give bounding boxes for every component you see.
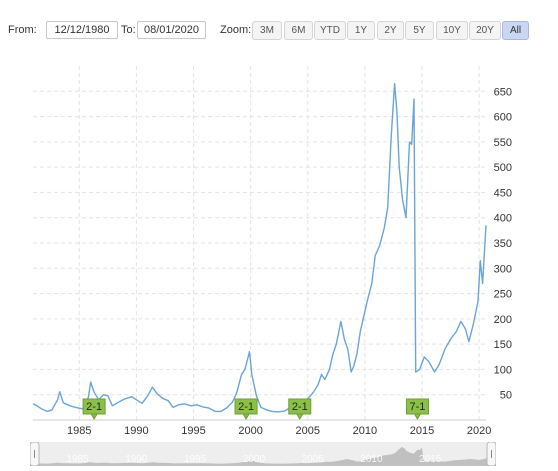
y-tick-label: 250 — [494, 289, 512, 301]
range-navigator[interactable]: 1985 1990 1995 2000 2005 2010 2015 — [30, 442, 496, 466]
y-tick-label: 450 — [494, 187, 512, 199]
zoom-button-20y[interactable]: 20Y — [469, 21, 501, 40]
split-flag-pointer — [413, 413, 422, 420]
zoom-label: Zoom: — [220, 24, 252, 36]
y-tick-label: 150 — [494, 339, 512, 351]
x-tick-label: 2000 — [238, 425, 262, 437]
from-label: From: — [8, 24, 37, 36]
split-flag-pointer — [295, 413, 304, 420]
zoom-button-5y[interactable]: 5Y — [405, 21, 434, 40]
navigator-year-label: 1990 — [125, 454, 148, 465]
split-flag[interactable]: 2-1 — [82, 398, 106, 420]
split-flag-label: 7-1 — [409, 401, 425, 413]
range-toolbar: From: 12/12/1980 To: 08/01/2020 Zoom: 3M… — [0, 0, 558, 44]
y-tick-label: 300 — [494, 263, 512, 275]
navigator-year-label: 2005 — [302, 454, 325, 465]
y-tick-label: 200 — [494, 314, 512, 326]
y-tick-label: 550 — [494, 137, 512, 149]
navigator-area — [30, 446, 496, 466]
x-tick-label: 2015 — [410, 425, 434, 437]
split-flag[interactable]: 2-1 — [288, 398, 312, 420]
navigator-year-labels: 1985 1990 1995 2000 2005 2010 2015 — [66, 454, 441, 465]
to-date-input[interactable]: 08/01/2020 — [137, 21, 206, 39]
y-tick-label: 400 — [494, 213, 512, 225]
navigator-year-label: 1995 — [184, 454, 207, 465]
zoom-button-1y[interactable]: 1Y — [347, 21, 375, 40]
y-tick-label: 50 — [500, 390, 512, 402]
to-label: To: — [121, 24, 136, 36]
split-flag-label: 2-1 — [86, 401, 102, 413]
y-tick-label: 650 — [494, 86, 512, 98]
x-tick-label: 2010 — [353, 425, 377, 437]
x-tick-label: 1985 — [67, 425, 91, 437]
split-flag-label: 2-1 — [238, 401, 254, 413]
grid-layer — [33, 66, 486, 420]
zoom-button-ytd[interactable]: YTD — [314, 21, 346, 40]
x-tick-label: 2005 — [296, 425, 320, 437]
y-tick-label: 600 — [494, 112, 512, 124]
navigator-series — [30, 446, 496, 466]
x-tick-label: 1995 — [181, 425, 205, 437]
price-series-line[interactable] — [32, 83, 487, 413]
split-flag-layer: 2-1 2-1 2-1 7-1 — [82, 398, 429, 420]
from-date-input[interactable]: 12/12/1980 — [46, 21, 118, 39]
zoom-button-3m[interactable]: 3M — [252, 21, 282, 40]
split-flag[interactable]: 2-1 — [234, 398, 258, 420]
split-flag-pointer — [90, 413, 99, 420]
zoom-button-10y[interactable]: 10Y — [436, 21, 468, 40]
x-tick-label: 1990 — [124, 425, 148, 437]
zoom-button-2y[interactable]: 2Y — [377, 21, 404, 40]
x-tick-label: 2020 — [467, 425, 491, 437]
axis-layer: 50 100 150 200 250 300 350 400 450 500 550 600 650 19… — [33, 86, 512, 437]
navigator-year-label: 2000 — [243, 454, 266, 465]
navigator-year-label: 1985 — [66, 454, 89, 465]
split-flag[interactable]: 7-1 — [405, 398, 429, 420]
navigator-year-label: 2010 — [360, 454, 383, 465]
navigator-year-label: 2015 — [419, 454, 442, 465]
zoom-button-6m[interactable]: 6M — [284, 21, 313, 40]
split-flag-label: 2-1 — [292, 401, 308, 413]
split-flag-pointer — [242, 413, 250, 420]
zoom-button-all[interactable]: All — [502, 21, 529, 40]
series-layer — [32, 83, 487, 413]
y-tick-label: 500 — [494, 162, 512, 174]
price-line-chart[interactable]: 2-1 2-1 2-1 7-1 501001502002503003504004505… — [0, 44, 558, 442]
y-tick-label: 350 — [494, 238, 512, 250]
y-tick-label: 100 — [494, 364, 512, 376]
